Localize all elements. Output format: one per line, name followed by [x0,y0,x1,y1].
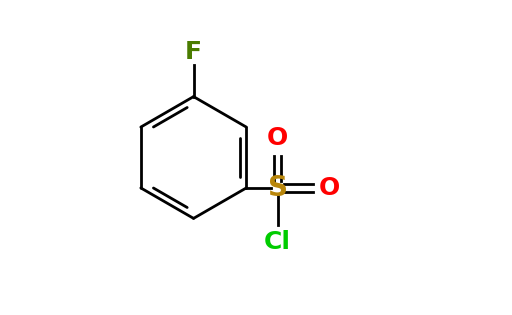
Text: S: S [267,174,288,202]
Text: F: F [185,40,202,64]
Text: Cl: Cl [264,230,291,254]
Text: O: O [319,176,340,200]
Text: O: O [267,126,288,150]
